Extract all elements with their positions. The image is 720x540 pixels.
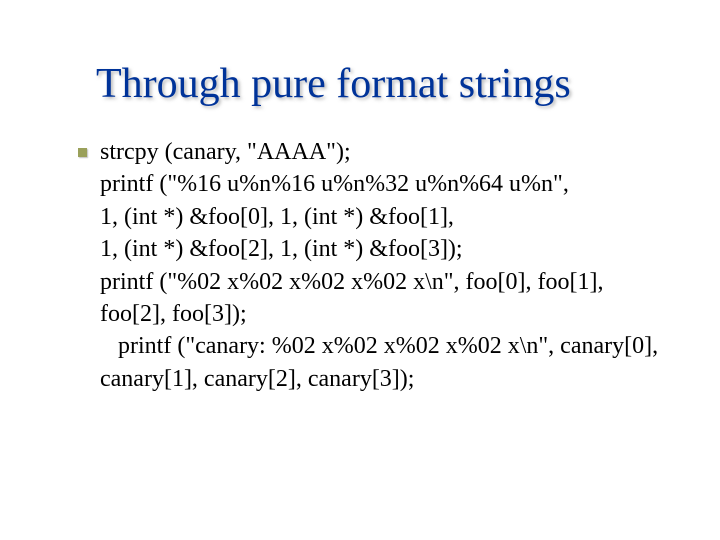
code-line: 1, (int *) &foo[0], 1, (int *) &foo[1], [100,201,680,233]
slide-body: strcpy (canary, "AAAA"); printf ("%16 u%… [100,136,680,395]
slide: Through pure format strings strcpy (cana… [0,0,720,540]
code-line: strcpy (canary, "AAAA"); [100,136,680,168]
code-line: 1, (int *) &foo[2], 1, (int *) &foo[3]); [100,233,680,265]
bullet-icon [78,148,87,157]
code-line: foo[2], foo[3]); [100,298,680,330]
code-line: printf ("%16 u%n%16 u%n%32 u%n%64 u%n", [100,168,680,200]
code-line: printf ("canary: %02 x%02 x%02 x%02 x\n"… [100,330,680,362]
code-line: printf ("%02 x%02 x%02 x%02 x\n", foo[0]… [100,266,680,298]
slide-title: Through pure format strings [96,60,680,108]
code-line: canary[1], canary[2], canary[3]); [100,363,680,395]
